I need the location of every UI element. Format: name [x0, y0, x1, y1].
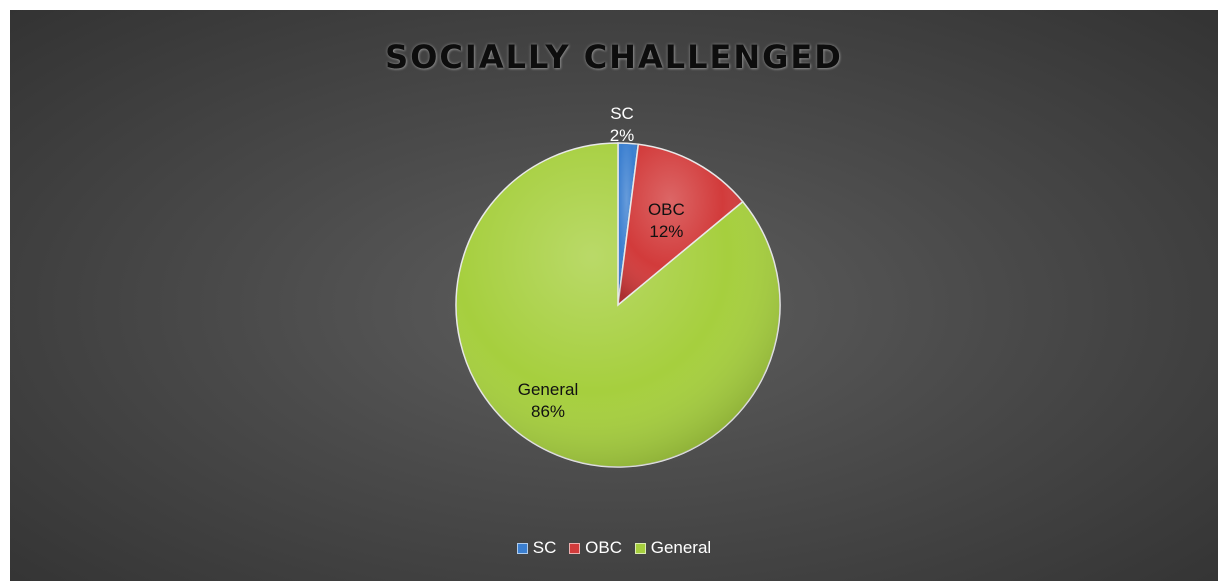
data-label-name-general: General [518, 380, 578, 399]
chart-area: SOCIALLY CHALLENGED SC 2% OBC 12% General 86%… [10, 10, 1218, 581]
pie-slice-shading-obc [618, 144, 743, 305]
chart-title: SOCIALLY CHALLENGED [385, 38, 843, 76]
chart-legend: SC OBC General [10, 537, 1218, 558]
data-label-name-obc: OBC [648, 200, 685, 219]
legend-label-general: General [650, 537, 712, 557]
legend-item-general: General [634, 537, 712, 558]
data-label-name-sc: SC [610, 104, 634, 123]
legend-item-sc: SC [516, 537, 557, 558]
pie-chart: SC 2% OBC 12% General 86% [455, 104, 781, 468]
legend-label-sc: SC [532, 537, 557, 557]
data-label-percent-obc: 12% [649, 222, 683, 241]
pie-data-labels: SC 2% OBC 12% General 86% [518, 104, 685, 421]
legend-swatch-general [634, 542, 646, 554]
data-label-percent-general: 86% [531, 402, 565, 421]
legend-swatch-obc [569, 542, 581, 554]
legend-label-obc: OBC [585, 537, 622, 557]
data-label-percent-sc: 2% [610, 126, 635, 145]
pie-slices [455, 142, 781, 468]
legend-item-obc: OBC [569, 538, 622, 558]
legend-swatch-sc [516, 542, 528, 554]
pie-slice-shading-general [455, 143, 780, 467]
